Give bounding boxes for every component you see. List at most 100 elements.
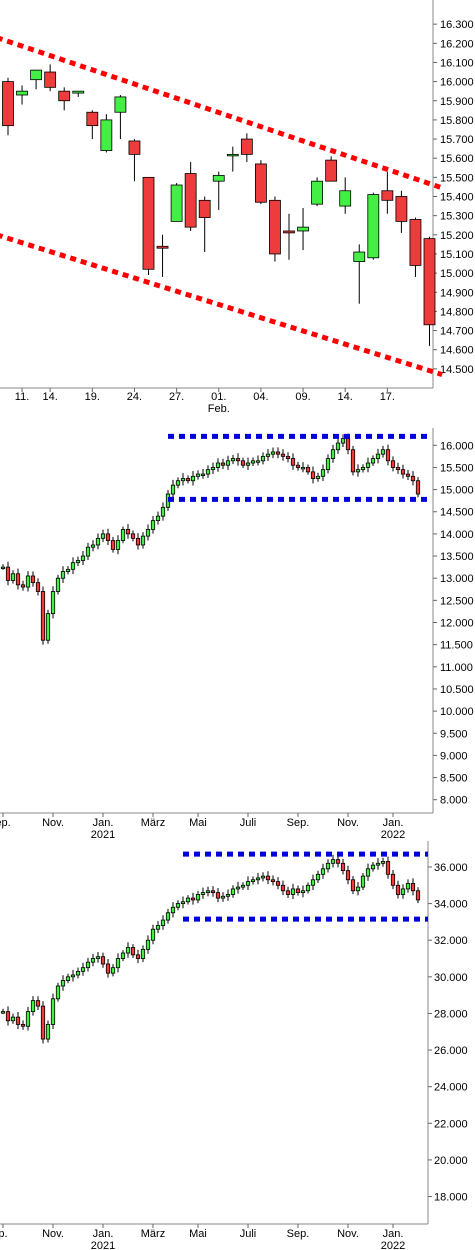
candle [230, 885, 236, 898]
candle-body [0, 1011, 6, 1014]
candle-body [325, 862, 331, 870]
candle [170, 183, 183, 222]
x-tick-label: 14. [43, 391, 58, 403]
candle [353, 244, 366, 304]
candle-body [305, 884, 311, 892]
candle [350, 876, 356, 895]
candle [2, 77, 14, 136]
candle [75, 967, 81, 979]
candle-body [240, 138, 253, 155]
candle [325, 454, 331, 474]
candle [210, 886, 216, 897]
candle-body [200, 473, 206, 476]
candle-body [381, 190, 394, 201]
candle [20, 580, 26, 591]
candle-body [400, 888, 406, 895]
candle-body [156, 245, 169, 249]
candle [40, 586, 46, 645]
candle [215, 458, 221, 472]
candle [114, 95, 127, 140]
candle-body [86, 111, 99, 127]
chart-panel-3: 36.000 34.000 32.000 30.000 28.000 26.000 24.0… [0, 841, 475, 1250]
candle-body [370, 864, 376, 870]
candle [283, 213, 295, 260]
y-tick-label: 15.000 [440, 485, 474, 497]
candle-body [365, 462, 371, 468]
candle [300, 462, 306, 473]
candle [335, 438, 341, 454]
x-tick-label: Nov. [337, 817, 359, 829]
candle [150, 516, 156, 534]
candle-body [415, 890, 421, 901]
candle [415, 887, 421, 904]
candle [135, 949, 141, 964]
candle [290, 453, 296, 470]
candle-body [350, 879, 356, 892]
candle-body [265, 453, 271, 457]
candle-body [410, 883, 416, 892]
candle [240, 133, 253, 163]
candle [16, 85, 28, 105]
candle [310, 466, 316, 484]
candle [395, 462, 401, 474]
y-tick-label: 16.000 [440, 77, 474, 89]
candle-body [280, 884, 286, 892]
candle [70, 557, 76, 575]
candle [335, 855, 341, 868]
candle-body [340, 438, 346, 444]
candle-body [345, 870, 351, 881]
candle [330, 444, 336, 463]
candle-body [140, 535, 146, 546]
candle-body [75, 970, 81, 976]
candle [125, 942, 131, 958]
candle [295, 885, 301, 896]
candle-body [125, 529, 131, 535]
y-tick-label: 15.500 [440, 172, 474, 184]
candle [269, 196, 281, 262]
y-tick-label: 11.500 [440, 640, 473, 652]
candle-body [315, 873, 321, 881]
y-tick-label: 15.400 [440, 192, 474, 204]
candle [145, 935, 151, 954]
candle [395, 190, 408, 233]
candle [405, 879, 411, 893]
candle-body [350, 449, 356, 473]
candle [0, 1008, 6, 1015]
candle-body [80, 555, 86, 561]
candle-body [395, 467, 401, 471]
channel-line [0, 36, 446, 192]
candle-body [195, 894, 201, 901]
x-tick-label: Nov. [337, 1228, 359, 1240]
candle [305, 464, 311, 475]
candle-body [155, 925, 161, 930]
candle-body [40, 591, 46, 641]
candle-body [215, 462, 221, 468]
y-tick-label: 28.000 [434, 1008, 468, 1020]
x-tick-label: Mai [189, 817, 207, 829]
candle [95, 951, 101, 963]
candle-body [220, 895, 226, 899]
y-tick-label: 9.500 [440, 728, 468, 740]
candle-body [290, 888, 296, 895]
candle-body [50, 591, 56, 615]
candle-body [423, 238, 436, 326]
candle [254, 160, 267, 205]
candle-body [58, 90, 71, 102]
candle-body [115, 958, 121, 969]
candle [365, 457, 371, 473]
candle [180, 896, 186, 909]
candle-body [150, 520, 156, 530]
candle-body [245, 881, 251, 886]
candle-body [190, 897, 196, 901]
candle-body [170, 184, 183, 222]
candle [215, 887, 221, 903]
candle-body [305, 467, 311, 473]
candle [185, 895, 191, 905]
candle [165, 908, 171, 924]
x-tick-label: 17. [380, 391, 395, 403]
candle-body [30, 1000, 36, 1013]
candle-body [20, 1024, 26, 1027]
candle [110, 964, 116, 977]
candle [423, 236, 436, 346]
candle-body [320, 469, 326, 477]
